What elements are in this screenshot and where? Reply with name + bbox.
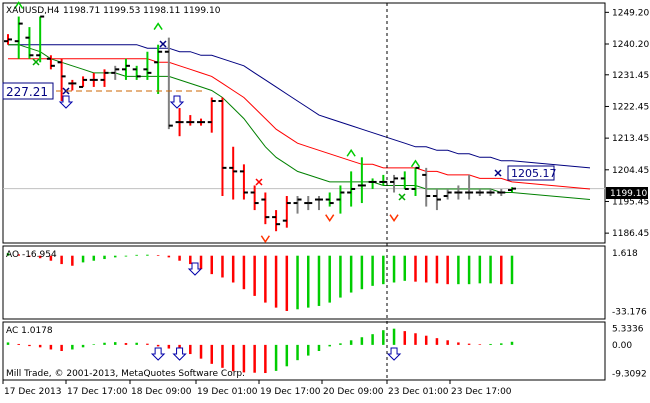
ac-tick-label: 0.00 — [612, 341, 632, 351]
ac-tick-label: -9.3092 — [612, 369, 647, 379]
x-tick-label: 20 Dec 09:00 — [323, 387, 384, 397]
ac-histogram-layer — [6, 328, 514, 374]
fractal-down-icon — [260, 235, 270, 244]
cross-marker-icon — [398, 193, 406, 201]
fractal-up-icon — [153, 22, 163, 31]
cross-marker-icon — [494, 169, 502, 177]
y-tick-label: 1186.45 — [612, 229, 649, 239]
main-panel-frame — [2, 2, 606, 244]
ma-mid-line — [8, 58, 591, 190]
ao-histogram-layer — [6, 253, 514, 311]
copyright-text: Mill Trade, © 2001-2013, MetaQuotes Soft… — [6, 369, 245, 379]
x-tick-label: 23 Dec 17:00 — [451, 387, 512, 397]
x-tick-label: 19 Dec 17:00 — [260, 387, 321, 397]
x-tick-label: 17 Dec 2013 — [4, 387, 62, 397]
y-tick-label: 1195.45 — [612, 197, 649, 207]
ao-tick-label: 1.618 — [612, 249, 638, 259]
ohlc-label: 1198.71 1199.53 1198.11 1199.10 — [63, 6, 221, 16]
ac-signal-arrow-icon — [172, 347, 187, 361]
ao-label: AO -16.954 — [6, 250, 57, 260]
y-tick-label: 1222.45 — [612, 102, 649, 112]
cross-marker-icon — [159, 40, 167, 48]
x-tick-label: 23 Dec 01:00 — [388, 387, 449, 397]
ac-label: AC 1.0178 — [6, 326, 53, 336]
fractal-down-icon — [389, 214, 399, 222]
current-price-text: 1199.10 — [610, 189, 647, 199]
x-tick-label: 17 Dec 17:00 — [67, 387, 128, 397]
symbol-label: XAUUSD,H4 — [6, 6, 60, 16]
ac-signal-arrow-icon — [386, 347, 402, 361]
axis-layer: 1249.20 1240.20 1231.45 1222.45 1213.45 1204.… — [2, 8, 649, 397]
y-tick-label: 1231.45 — [612, 71, 649, 81]
main-signal-arrow-icon — [169, 95, 185, 109]
cross-marker-icon — [255, 178, 263, 186]
fractal-up-icon — [14, 1, 24, 9]
current-price-tag — [606, 187, 648, 199]
ao-signal-arrow-icon — [187, 262, 203, 276]
fractal-up-icon — [346, 148, 356, 157]
left-price-text: 227.21 — [6, 85, 48, 99]
ma-slow-line — [8, 44, 591, 169]
y-tick-label: 1213.45 — [612, 134, 649, 144]
cross-marker-icon — [32, 58, 40, 66]
left-price-box — [2, 82, 54, 100]
main-series-layer — [3, 1, 605, 244]
x-tick-label: 18 Dec 09:00 — [131, 387, 192, 397]
y-tick-label: 1204.45 — [612, 166, 649, 176]
ac-signal-arrow-icon — [150, 347, 166, 361]
y-tick-label: 1249.20 — [612, 8, 649, 18]
ao-tick-label: -33.176 — [612, 307, 647, 317]
fractal-down-icon — [325, 214, 335, 222]
right-price-text: 1205.17 — [511, 167, 557, 180]
x-tick-label: 19 Dec 01:00 — [197, 387, 258, 397]
main-signal-arrow-icon — [58, 95, 74, 109]
fractal-up-icon — [410, 159, 421, 168]
y-tick-label: 1240.20 — [612, 40, 649, 50]
ac-panel-frame — [2, 321, 606, 381]
right-price-box — [507, 165, 555, 181]
ac-tick-label: 5.3336 — [612, 325, 644, 335]
